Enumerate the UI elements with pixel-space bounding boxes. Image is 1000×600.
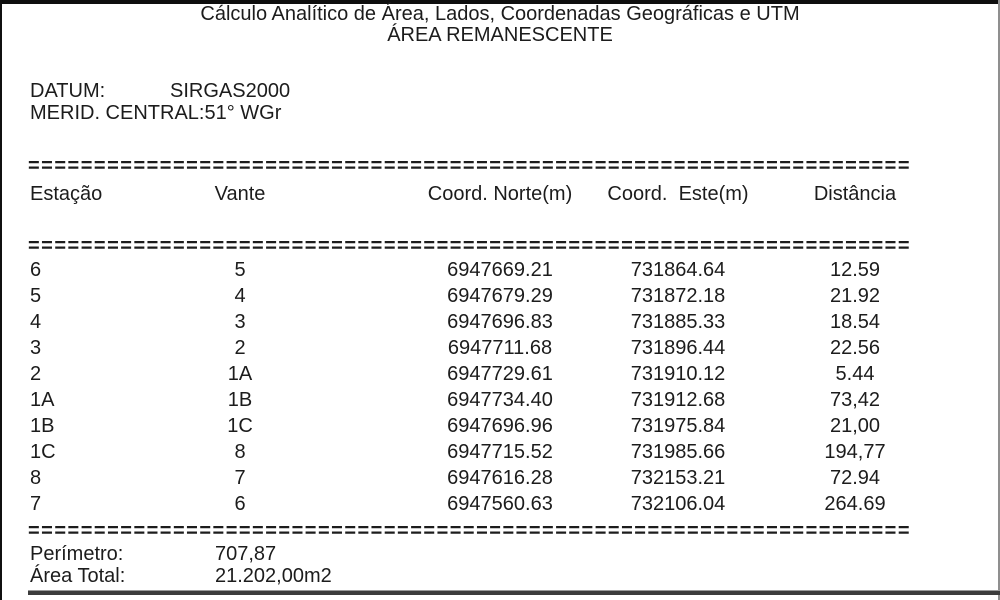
cell-vante: 1C: [227, 415, 253, 437]
summary-block: Perímetro: 707,87 Área Total: 21.202,00m…: [30, 543, 332, 587]
datum-value: SIRGAS2000: [170, 80, 291, 102]
column-header-coord-este: Coord. Este(m): [607, 183, 749, 205]
cell-coord-este: 731912.68: [630, 389, 726, 411]
report-header: Cálculo Analítico de Área, Lados, Coorde…: [0, 4, 1000, 46]
column-header-estacao: Estação: [30, 183, 103, 205]
cell-distancia: 5.44: [835, 363, 875, 385]
cell-coord-este: 731885.33: [630, 311, 726, 333]
cell-distancia: 22.56: [829, 337, 881, 359]
right-border-rule: [998, 0, 1000, 600]
total-area-label: Área Total:: [30, 565, 126, 587]
cell-coord-norte: 6947560.63: [447, 493, 553, 515]
cell-estacao: 1A: [30, 389, 55, 411]
cell-distancia: 194,77: [824, 441, 886, 463]
cell-coord-norte: 6947616.28: [447, 467, 553, 489]
column-header-vante: Vante: [214, 183, 266, 205]
cell-coord-norte: 6947711.68: [447, 337, 553, 359]
cell-estacao: 8: [30, 467, 42, 489]
cell-distancia: 21,00: [829, 415, 881, 437]
cell-distancia: 18.54: [829, 311, 881, 333]
perimeter-value: 707,87: [215, 543, 277, 565]
report-title: Cálculo Analítico de Área, Lados, Coorde…: [200, 3, 800, 25]
cell-coord-norte: 6947696.96: [447, 415, 553, 437]
central-meridian-value: 51° WGr: [204, 102, 282, 124]
cell-coord-este: 731872.18: [630, 285, 726, 307]
cell-estacao: 4: [30, 311, 42, 333]
footer-rule: [28, 590, 1000, 595]
cell-coord-este: 731985.66: [630, 441, 726, 463]
cell-distancia: 21.92: [829, 285, 881, 307]
table-separator-bottom: ========================================…: [28, 520, 912, 542]
cell-coord-norte: 6947715.52: [447, 441, 553, 463]
datum-label: DATUM:: [30, 80, 106, 102]
central-meridian-label: MERID. CENTRAL:: [30, 102, 205, 124]
cell-vante: 8: [234, 441, 246, 463]
table-row: 7 6 6947560.63 732106.04 264.69: [30, 493, 970, 519]
cell-vante: 6: [234, 493, 246, 515]
cell-coord-norte: 6947696.83: [447, 311, 553, 333]
cell-vante: 7: [234, 467, 246, 489]
table-separator-header: ========================================…: [28, 235, 912, 257]
cell-estacao: 5: [30, 285, 42, 307]
perimeter-label: Perímetro:: [30, 543, 124, 565]
table-row: 1C 8 6947715.52 731985.66 194,77: [30, 441, 970, 467]
cell-coord-norte: 6947729.61: [447, 363, 553, 385]
table-body: 6 5 6947669.21 731864.64 12.59 5 4 6947679.29 73…: [30, 259, 970, 519]
table-row: 6 5 6947669.21 731864.64 12.59: [30, 259, 970, 285]
cell-coord-este: 731975.84: [630, 415, 726, 437]
cell-vante: 2: [234, 337, 246, 359]
cell-estacao: 7: [30, 493, 42, 515]
table-row: 1B 1C 6947696.96 731975.84 21,00: [30, 415, 970, 441]
cell-estacao: 2: [30, 363, 42, 385]
top-border-rule: [0, 0, 1000, 4]
cell-estacao: 6: [30, 259, 42, 281]
cell-coord-norte: 6947669.21: [447, 259, 553, 281]
cell-coord-este: 732106.04: [630, 493, 726, 515]
cell-estacao: 1C: [30, 441, 56, 463]
column-header-coord-norte: Coord. Norte(m): [427, 183, 573, 205]
meta-block: DATUM: SIRGAS2000 MERID. CENTRAL: 51° WG…: [30, 80, 290, 124]
cell-coord-este: 731910.12: [630, 363, 726, 385]
table-row: 5 4 6947679.29 731872.18 21.92: [30, 285, 970, 311]
table-row: 3 2 6947711.68 731896.44 22.56: [30, 337, 970, 363]
cell-distancia: 73,42: [829, 389, 881, 411]
table-row: 1A 1B 6947734.40 731912.68 73,42: [30, 389, 970, 415]
cell-vante: 1A: [227, 363, 253, 385]
cell-coord-este: 731896.44: [630, 337, 726, 359]
total-area-value: 21.202,00m2: [215, 565, 332, 587]
cell-coord-este: 731864.64: [630, 259, 726, 281]
column-header-distancia: Distância: [813, 183, 897, 205]
datum-row: DATUM: SIRGAS2000: [30, 80, 290, 102]
left-border-rule: [0, 0, 2, 600]
cell-distancia: 72.94: [829, 467, 881, 489]
cell-vante: 5: [234, 259, 246, 281]
perimeter-row: Perímetro: 707,87: [30, 543, 332, 565]
cell-distancia: 12.59: [829, 259, 881, 281]
table-header-row: Estação Vante Coord. Norte(m) Coord. Est…: [30, 183, 970, 209]
cell-vante: 1B: [227, 389, 253, 411]
cell-estacao: 1B: [30, 415, 55, 437]
cell-coord-norte: 6947734.40: [447, 389, 553, 411]
cell-vante: 4: [234, 285, 246, 307]
cell-vante: 3: [234, 311, 246, 333]
report-subtitle: ÁREA REMANESCENTE: [387, 24, 613, 46]
cell-coord-este: 732153.21: [630, 467, 726, 489]
central-meridian-row: MERID. CENTRAL: 51° WGr: [30, 102, 290, 124]
table-row: 8 7 6947616.28 732153.21 72.94: [30, 467, 970, 493]
cell-coord-norte: 6947679.29: [447, 285, 553, 307]
table-separator-top: ========================================…: [28, 155, 912, 177]
total-area-row: Área Total: 21.202,00m2: [30, 565, 332, 587]
table-row: 4 3 6947696.83 731885.33 18.54: [30, 311, 970, 337]
cell-distancia: 264.69: [824, 493, 886, 515]
cell-estacao: 3: [30, 337, 42, 359]
table-row: 2 1A 6947729.61 731910.12 5.44: [30, 363, 970, 389]
